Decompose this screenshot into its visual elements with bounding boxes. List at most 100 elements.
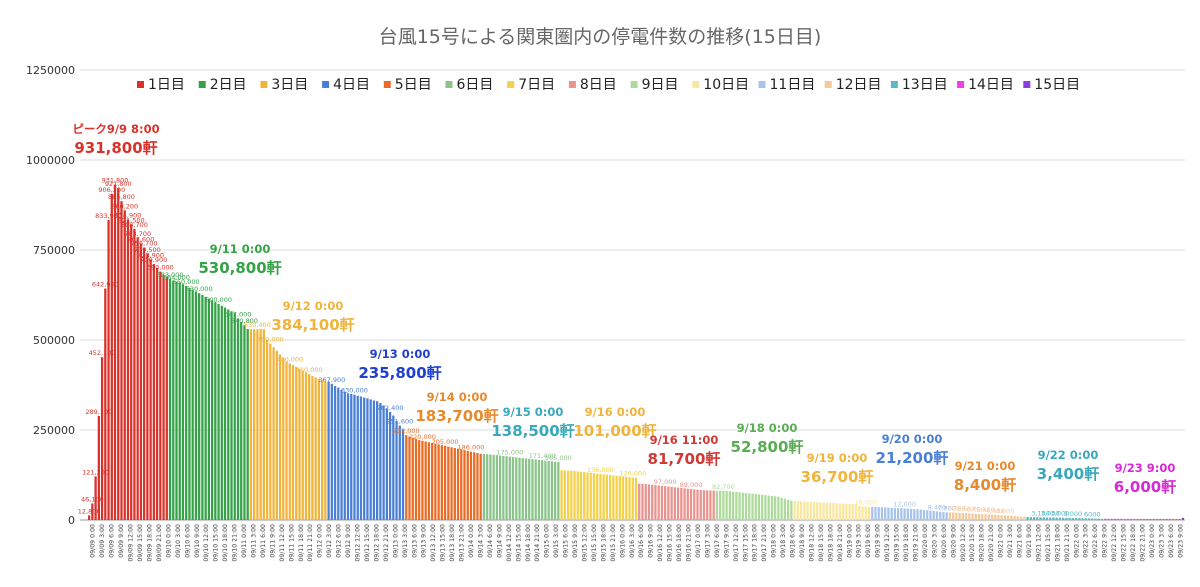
- bar: [961, 512, 964, 520]
- annotation-date: 9/16 11:00: [650, 433, 719, 447]
- bar: [935, 511, 939, 520]
- x-tick-label: 09/09 3:00: [99, 524, 106, 558]
- x-tick-label: 09/14 9:00: [496, 524, 503, 558]
- bar: [932, 511, 935, 520]
- legend-label: 13日目: [902, 77, 948, 93]
- bar: [126, 219, 130, 520]
- x-tick-label: 09/12 21:00: [383, 524, 390, 562]
- bar: [990, 514, 994, 520]
- bar: [136, 237, 139, 520]
- bar: [689, 489, 693, 520]
- x-tick-label: 09/17 9:00: [723, 524, 730, 558]
- bar: [790, 500, 793, 520]
- bar: [243, 325, 246, 520]
- x-tick-label: 09/21 21:00: [1064, 524, 1071, 562]
- data-label: 251,600: [386, 418, 413, 426]
- bar: [91, 503, 94, 520]
- bar: [288, 363, 291, 520]
- x-tick-label: 09/19 21:00: [912, 524, 919, 562]
- bar: [346, 393, 350, 520]
- bar: [651, 484, 654, 520]
- bar: [1078, 518, 1081, 520]
- x-tick-label: 09/19 9:00: [875, 524, 882, 558]
- bar: [887, 507, 890, 520]
- bar: [702, 490, 706, 520]
- bar: [1084, 518, 1087, 520]
- bar: [350, 394, 353, 520]
- bar: [1042, 517, 1045, 520]
- bar: [130, 224, 133, 520]
- x-tick-label: 09/14 18:00: [525, 524, 532, 562]
- x-tick-label: 09/19 0:00: [846, 524, 853, 558]
- bar: [583, 472, 586, 520]
- bar: [550, 461, 554, 520]
- data-label: 6000: [1084, 510, 1101, 518]
- bar: [1036, 517, 1039, 520]
- bar: [388, 412, 392, 520]
- x-tick-label: 09/16 18:00: [676, 524, 683, 562]
- bar: [971, 513, 974, 520]
- bar: [612, 475, 615, 520]
- bar: [952, 512, 955, 520]
- bar: [1107, 518, 1110, 520]
- x-tick-label: 09/11 12:00: [279, 524, 286, 562]
- legend-swatch: [890, 81, 898, 88]
- bar: [181, 284, 185, 520]
- bar: [641, 483, 644, 520]
- bar: [1026, 516, 1029, 520]
- annotation-value: 931,800軒: [74, 139, 157, 157]
- annotation-value: 101,000軒: [573, 422, 656, 440]
- data-label: 600,000: [205, 296, 232, 304]
- legend-label: 7日目: [518, 77, 555, 93]
- x-tick-label: 09/13 21:00: [459, 524, 466, 562]
- bar: [498, 455, 502, 520]
- bar: [744, 493, 748, 520]
- annotation-value: 235,800軒: [358, 364, 441, 382]
- bar: [880, 507, 884, 520]
- bar: [376, 401, 379, 520]
- bar: [592, 473, 596, 520]
- x-tick-label: 09/22 6:00: [1092, 524, 1099, 558]
- data-label: 490,000: [257, 336, 284, 344]
- bar: [676, 487, 680, 520]
- y-tick-label: 1000000: [26, 154, 75, 167]
- x-tick-label: 09/09 6:00: [109, 524, 116, 558]
- data-label: 683,000: [157, 271, 184, 279]
- bar: [1152, 518, 1155, 520]
- bar: [317, 378, 321, 520]
- bar: [557, 462, 560, 520]
- bar: [427, 442, 431, 520]
- bar: [253, 329, 256, 520]
- x-tick-label: 09/18 12:00: [808, 524, 815, 562]
- bar: [741, 492, 744, 520]
- bar: [770, 495, 774, 520]
- x-tick-label: 09/16 0:00: [619, 524, 626, 558]
- bar: [524, 458, 528, 520]
- bar: [249, 329, 253, 520]
- legend-label: 3日目: [271, 77, 308, 93]
- bar: [948, 512, 952, 520]
- data-label: 921,800: [105, 180, 132, 188]
- bar: [398, 425, 401, 520]
- bar: [644, 484, 647, 520]
- data-label: 136,000: [587, 466, 614, 474]
- annotation-date: 9/20 0:00: [882, 432, 943, 446]
- bar: [324, 381, 327, 520]
- bar: [819, 502, 822, 520]
- data-label: 860,200: [111, 202, 138, 210]
- legend-swatch: [260, 81, 268, 88]
- bar: [631, 477, 634, 520]
- bar: [379, 403, 382, 520]
- bar: [492, 454, 495, 520]
- bar: [537, 459, 541, 520]
- legend-label: 6日目: [457, 77, 494, 93]
- bar: [227, 309, 230, 520]
- legend-label: 11日目: [770, 77, 816, 93]
- bar: [974, 513, 977, 520]
- bar: [841, 503, 845, 520]
- data-label: 232,000: [393, 427, 420, 435]
- bar: [696, 489, 699, 520]
- x-tick-label: 09/11 9:00: [269, 524, 276, 558]
- bar: [431, 442, 434, 520]
- bar: [1068, 517, 1071, 520]
